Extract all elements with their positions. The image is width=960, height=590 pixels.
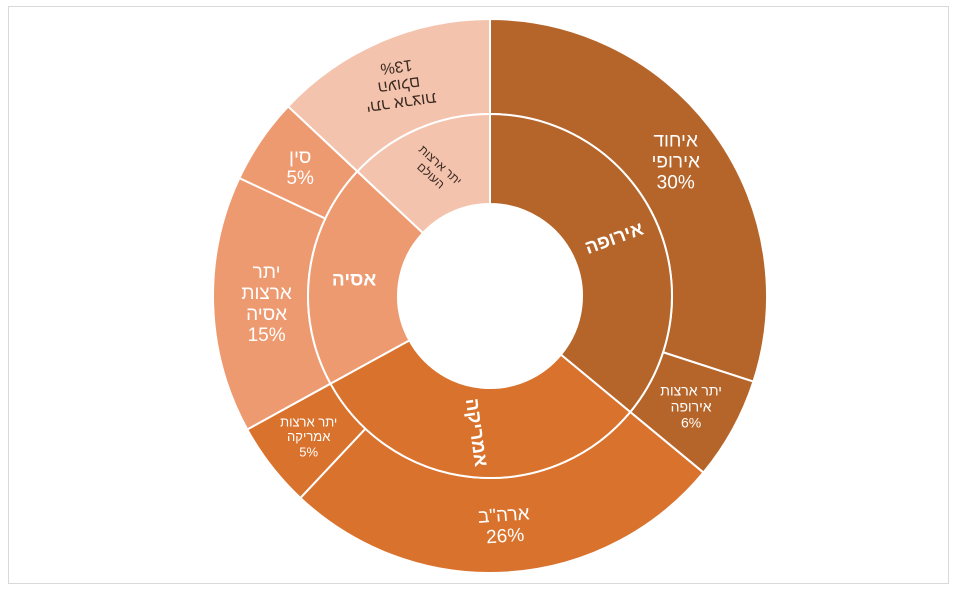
outer-label-0: איחוד אירופי 30%	[651, 131, 700, 194]
inner-label-asia: אסיה	[332, 269, 376, 290]
inner-segment-europe	[489, 112, 673, 414]
outer-label-4: יתר ארצות אסיה 15%	[241, 262, 292, 346]
outer-label-5: סין 5%	[286, 147, 314, 189]
inner-segment-asia	[307, 169, 425, 386]
outer-label-2: ארה"ב26%	[477, 503, 532, 549]
outer-label-1: יתר ארצות אירופה 6%	[660, 383, 722, 431]
inner-segment-america	[329, 338, 632, 479]
inner-segment-rest	[355, 112, 491, 235]
outer-label-3: יתר ארצות אמריקה 5%	[280, 414, 337, 459]
